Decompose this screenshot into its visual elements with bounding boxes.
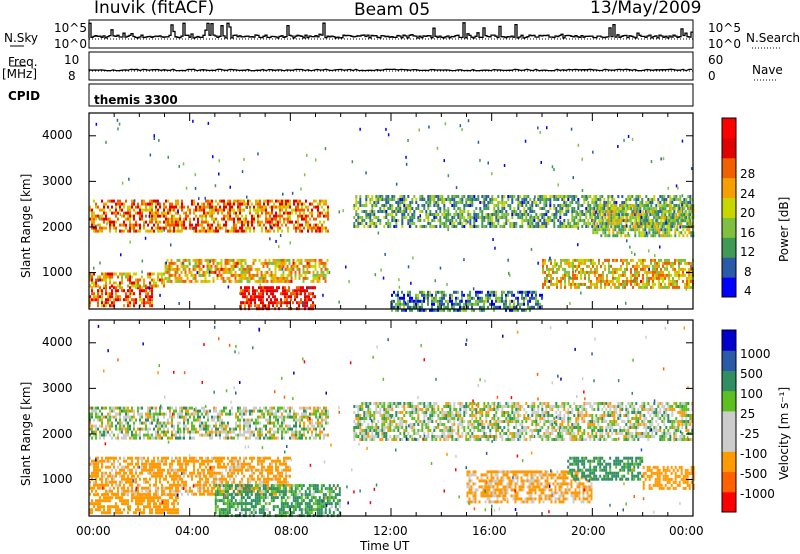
- velocity-cbar-tick-100: 100: [740, 387, 763, 401]
- velocity-colorbar-frame: [721, 329, 737, 513]
- station-title: Inuvik (fitACF): [94, 0, 215, 18]
- nsky-strip-frame: [88, 19, 694, 49]
- velocity-band-0: [89, 493, 179, 515]
- power-colorbar-segment-7: [722, 137, 736, 159]
- power-band-2: [89, 199, 329, 233]
- power-colorbar-segment-2: [722, 237, 736, 258]
- xtick-1200: 12:00: [373, 524, 408, 538]
- nave-tick-top-right: 60: [708, 53, 724, 67]
- power-ytick-4000: 4000: [42, 128, 73, 142]
- power-band-7: [542, 258, 694, 289]
- power-band-4: [240, 286, 316, 311]
- cpid-value: themis 3300: [94, 93, 178, 107]
- nave-label: Nave: [752, 63, 783, 77]
- power-cbar-tick-4: 4: [744, 284, 752, 298]
- power-cbar-tick-8: 8: [744, 265, 752, 279]
- power-cbar-tick-24: 24: [740, 187, 756, 201]
- velocity-colorbar-segment-2: [722, 451, 736, 473]
- xaxis-label: Time UT: [360, 539, 410, 553]
- velocity-colorbar-segment-8: [722, 330, 736, 351]
- velocity-band-7: [642, 465, 695, 490]
- power-band-6: [391, 290, 543, 312]
- power-sparse-echoes: [93, 118, 693, 307]
- power-ytick-2000: 2000: [42, 220, 73, 234]
- power-colorbar-segment-6: [722, 157, 736, 179]
- velocity-colorbar-segment-6: [722, 370, 736, 392]
- date-title: 13/May/2009: [590, 0, 702, 18]
- xtick-2400: 00:00: [669, 524, 704, 538]
- xtick-2000: 20:00: [571, 524, 606, 538]
- velocity-ytick-1000: 1000: [42, 472, 73, 486]
- power-colorbar-frame: [721, 117, 737, 298]
- power-band-0: [89, 286, 153, 308]
- velocity-cbar-tick-1000: 1000: [740, 347, 771, 361]
- velocity-band-6: [567, 456, 644, 481]
- velocity-colorbar-segment-1: [722, 471, 736, 493]
- nsky-trace: [88, 22, 693, 39]
- nave-tick-bottom-right: 0: [708, 69, 716, 83]
- velocity-cbar-tick-500: 500: [740, 367, 763, 381]
- nsky-tick-bottom-right: 10^0: [708, 37, 741, 51]
- nsky-tick-top-right: 10^5: [708, 21, 741, 35]
- nsearch-label: N.Search: [746, 31, 800, 45]
- velocity-sparse-echoes: [95, 324, 692, 514]
- velocity-ytick-2000: 2000: [42, 427, 73, 441]
- cpid-strip-frame: [88, 83, 694, 107]
- power-ytick-3000: 3000: [42, 174, 73, 188]
- power-cbar-tick-12: 12: [740, 245, 756, 259]
- velocity-colorbar-segment-0: [722, 491, 736, 513]
- nsky-tick-top-left: 10^5: [54, 21, 87, 35]
- power-cbar-tick-16: 16: [740, 226, 756, 240]
- velocity-ytick-4000: 4000: [42, 335, 73, 349]
- freq-unit-label: [MHz]: [2, 67, 38, 81]
- power-cbar-tick-28: 28: [740, 167, 756, 181]
- xtick-0000: 00:00: [76, 524, 111, 538]
- nsky-tick-bottom-left: 10^0: [54, 37, 87, 51]
- freq-label: Freq.: [8, 55, 38, 69]
- velocity-ytick-3000: 3000: [42, 381, 73, 395]
- freq-tick-top-left: 10: [64, 53, 80, 67]
- power-colorbar-segment-8: [722, 118, 736, 139]
- velocity-cbar-tick-minus500: -500: [740, 467, 768, 481]
- velocity-colorbar-segment-7: [722, 350, 736, 371]
- power-colorbar-segment-0: [722, 277, 736, 298]
- power-colorbar-segment-1: [722, 257, 736, 278]
- beam-title: Beam 05: [354, 0, 431, 20]
- velocity-band-3: [214, 484, 341, 518]
- xtick-0400: 04:00: [175, 524, 210, 538]
- velocity-colorbar-segment-3: [722, 431, 736, 452]
- nsky-label: N.Sky: [4, 31, 39, 45]
- velocity-cbar-tick-minus25: -25: [740, 427, 760, 441]
- power-ytick-1000: 1000: [42, 265, 73, 279]
- velocity-colorbar-segment-4: [722, 410, 736, 432]
- power-cbar-tick-20: 20: [740, 206, 756, 220]
- xtick-0800: 08:00: [274, 524, 309, 538]
- velocity-band-2: [89, 406, 329, 440]
- velocity-cbar-tick-25: 25: [740, 407, 756, 421]
- power-band-8: [592, 204, 695, 238]
- power-band-1: [89, 272, 165, 288]
- power-colorbar-segment-4: [722, 197, 736, 218]
- power-colorbar-segment-3: [722, 217, 736, 238]
- cpid-label: CPID: [8, 89, 41, 103]
- freq-strip-frame: [88, 51, 694, 81]
- freq-tick-bottom-left: 8: [68, 69, 76, 83]
- velocity-colorbar-segment-5: [722, 390, 736, 412]
- xtick-1600: 16:00: [472, 524, 507, 538]
- velocity-cbar-tick-minus1000: -1000: [740, 487, 775, 501]
- power-colorbar-segment-5: [722, 177, 736, 199]
- velocity-cbar-tick-minus100: -100: [740, 447, 768, 461]
- freq-trace: [88, 68, 692, 72]
- velocity-band-4: [353, 402, 694, 441]
